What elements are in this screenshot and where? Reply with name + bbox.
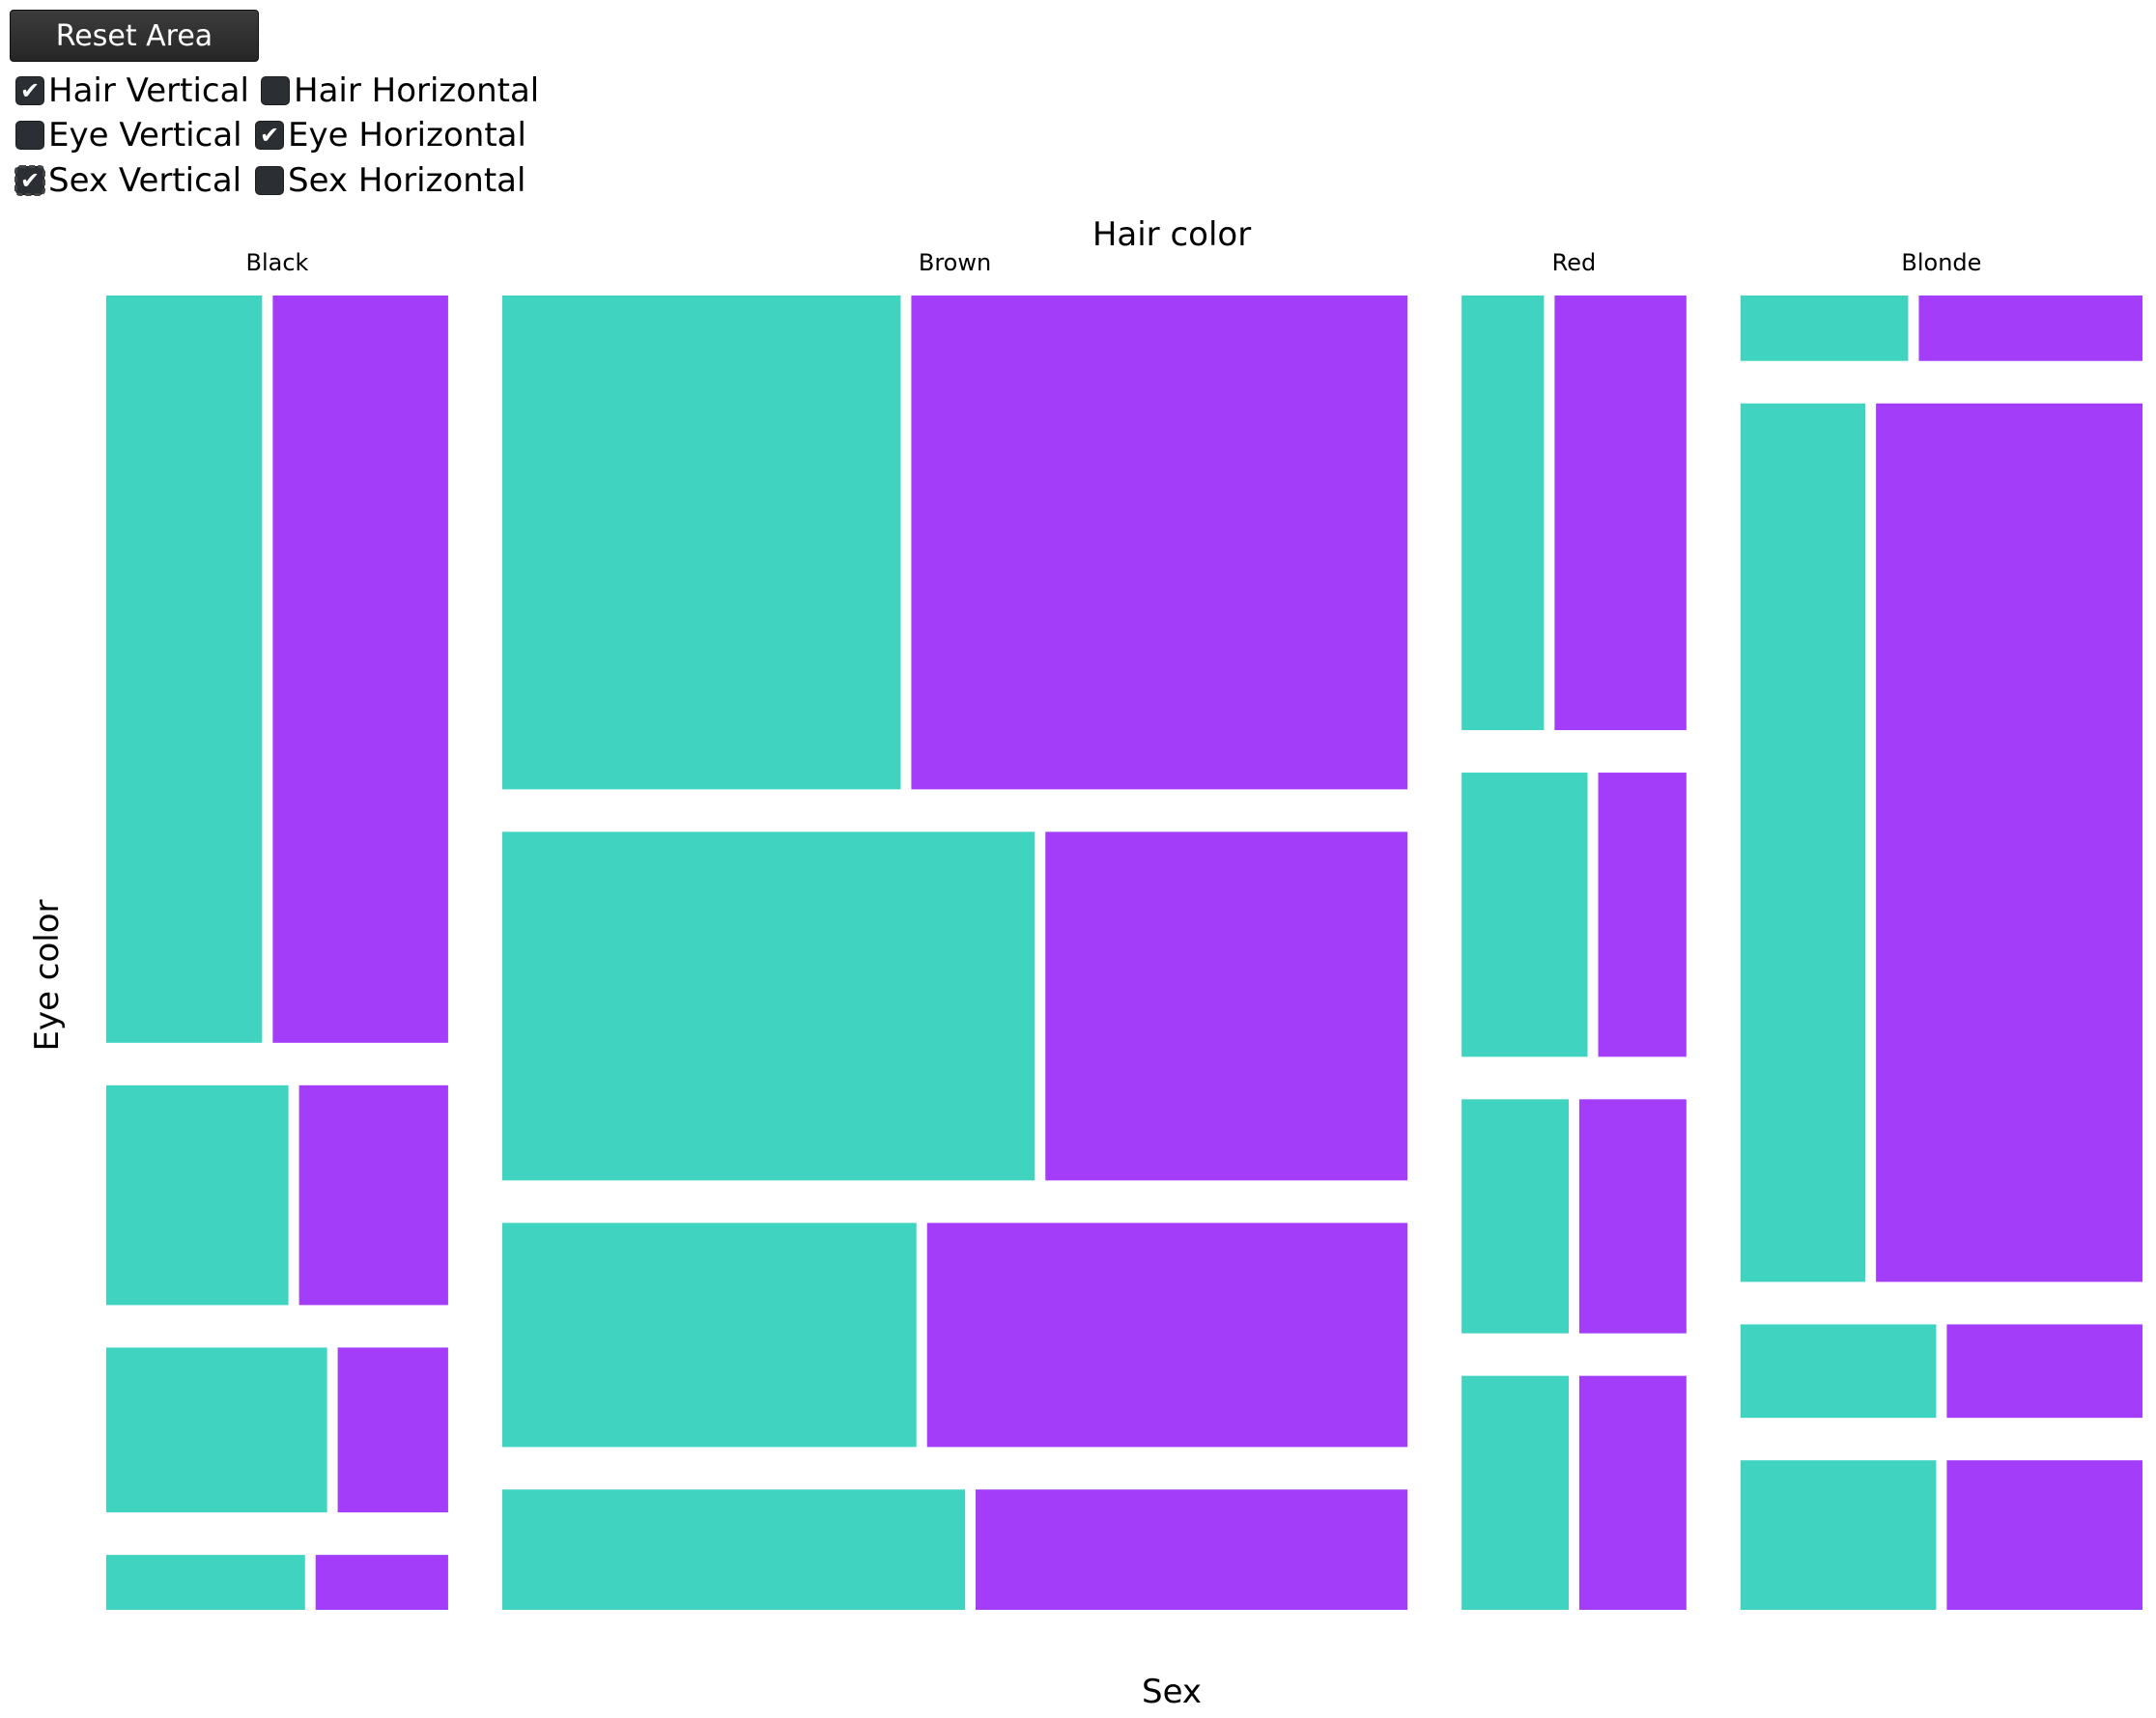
- checkbox-label: Sex Vertical: [48, 161, 242, 200]
- x-axis-label: Sex: [1142, 1673, 1202, 1711]
- mosaic-tiles: Black Brown Red Blonde: [106, 249, 2142, 1610]
- mosaic-tile-red-eye3-sex2[interactable]: [1578, 1099, 1687, 1334]
- mosaic-tile-red-eye3-sex1[interactable]: [1461, 1099, 1569, 1334]
- mosaic-tile-black-eye3-sex2[interactable]: [337, 1347, 448, 1513]
- checkbox-box[interactable]: ✔: [261, 76, 290, 105]
- mosaic-tile-blonde-eye3-sex1[interactable]: [1740, 1324, 1937, 1419]
- mosaic-tile-brown-eye1-sex1[interactable]: [501, 296, 901, 790]
- hair-vertical-checkbox[interactable]: ✔ Hair Vertical: [15, 71, 261, 110]
- checkbox-box[interactable]: ✔: [255, 121, 284, 150]
- checkmark-icon: ✔: [19, 77, 41, 104]
- reset-area-button[interactable]: Reset Area: [10, 10, 259, 62]
- checkbox-box[interactable]: ✔: [15, 121, 44, 150]
- checkbox-box[interactable]: ✔: [14, 165, 45, 196]
- mosaic-tile-red-eye2-sex2[interactable]: [1598, 773, 1687, 1057]
- mosaic-tile-blonde-eye1-sex1[interactable]: [1740, 296, 1909, 361]
- mosaic-tile-black-eye3-sex1[interactable]: [106, 1347, 327, 1513]
- checkbox-row-hair: ✔ Hair Vertical ✔ Hair Horizontal: [15, 71, 539, 110]
- hair-horizontal-checkbox[interactable]: ✔ Hair Horizontal: [261, 71, 539, 110]
- mosaic-tile-brown-eye2-sex1[interactable]: [501, 831, 1035, 1181]
- mosaic-tile-blonde-eye4-sex1[interactable]: [1740, 1460, 1937, 1610]
- mosaic-tile-brown-eye2-sex2[interactable]: [1045, 831, 1408, 1181]
- checkbox-box[interactable]: ✔: [15, 76, 44, 105]
- hair-label-brown: Brown: [919, 249, 991, 276]
- hair-label-red: Red: [1552, 249, 1597, 276]
- mosaic-tile-blonde-eye2-sex1[interactable]: [1740, 403, 1866, 1282]
- mosaic-tile-black-eye2-sex2[interactable]: [298, 1084, 448, 1306]
- eye-vertical-checkbox[interactable]: ✔ Eye Vertical: [15, 116, 255, 155]
- eye-horizontal-checkbox[interactable]: ✔ Eye Horizontal: [255, 116, 526, 155]
- chart-title: Hair color: [1092, 215, 1251, 254]
- mosaic-tile-blonde-eye1-sex2[interactable]: [1918, 296, 2142, 361]
- mosaic-tile-black-eye4-sex1[interactable]: [106, 1555, 305, 1610]
- y-axis-label: Eye color: [28, 899, 67, 1051]
- mosaic-tile-brown-eye4-sex1[interactable]: [501, 1489, 966, 1610]
- mosaic-tile-red-eye1-sex2[interactable]: [1554, 296, 1687, 731]
- checkbox-label: Hair Horizontal: [294, 71, 540, 110]
- checkbox-row-sex: ✔ Sex Vertical ✔ Sex Horizontal: [14, 161, 525, 200]
- mosaic-tile-brown-eye3-sex1[interactable]: [501, 1223, 917, 1448]
- hair-label-black: Black: [245, 249, 308, 276]
- mosaic-tile-red-eye4-sex2[interactable]: [1578, 1375, 1687, 1610]
- mosaic-tile-brown-eye3-sex2[interactable]: [926, 1223, 1408, 1448]
- mosaic-tile-red-eye2-sex1[interactable]: [1461, 773, 1588, 1057]
- mosaic-tile-black-eye4-sex2[interactable]: [315, 1555, 448, 1610]
- mosaic-tile-blonde-eye4-sex2[interactable]: [1946, 1460, 2142, 1610]
- mosaic-tile-red-eye1-sex1[interactable]: [1461, 296, 1545, 731]
- mosaic-tile-brown-eye1-sex2[interactable]: [911, 296, 1408, 790]
- sex-vertical-checkbox[interactable]: ✔ Sex Vertical: [14, 161, 255, 200]
- checkbox-label: Eye Horizontal: [288, 116, 526, 155]
- mosaic-tile-blonde-eye2-sex2[interactable]: [1876, 403, 2142, 1282]
- mosaic-tile-black-eye2-sex1[interactable]: [106, 1084, 289, 1306]
- mosaic-tile-black-eye1-sex1[interactable]: [106, 296, 263, 1043]
- mosaic-tile-red-eye4-sex1[interactable]: [1461, 1375, 1569, 1610]
- checkmark-icon: ✔: [259, 122, 280, 149]
- checkmark-icon: ✔: [19, 167, 41, 194]
- checkbox-box[interactable]: ✔: [255, 166, 284, 195]
- sex-horizontal-checkbox[interactable]: ✔ Sex Horizontal: [255, 161, 525, 200]
- checkbox-label: Sex Horizontal: [288, 161, 526, 200]
- mosaic-tile-brown-eye4-sex2[interactable]: [976, 1489, 1408, 1610]
- checkbox-row-eye: ✔ Eye Vertical ✔ Eye Horizontal: [15, 116, 526, 155]
- mosaic-tile-black-eye1-sex2[interactable]: [272, 296, 448, 1043]
- mosaic-tile-blonde-eye3-sex2[interactable]: [1946, 1324, 2142, 1419]
- checkbox-label: Hair Vertical: [48, 71, 249, 110]
- hair-label-blonde: Blonde: [1901, 249, 1981, 276]
- checkbox-label: Eye Vertical: [48, 116, 242, 155]
